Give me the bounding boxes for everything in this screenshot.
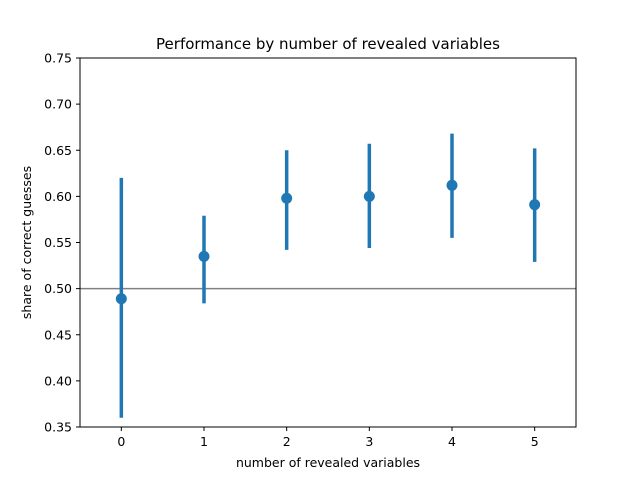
x-axis-label: number of revealed variables [236, 455, 420, 470]
x-tick-label: 5 [531, 434, 539, 449]
data-point [198, 250, 210, 262]
x-tick-label: 3 [365, 434, 373, 449]
data-point [446, 179, 458, 191]
y-tick-label: 0.65 [44, 143, 72, 158]
data-point [363, 190, 375, 202]
data-point [529, 199, 541, 211]
plot-area: 0.35 0.40 0.45 0.50 0.55 0.60 0.65 0.70 0.75 0 1 2 3… [44, 51, 576, 449]
data-point [115, 293, 127, 305]
y-axis-label: share of correct guesses [19, 166, 34, 319]
y-tick-label: 0.75 [44, 51, 72, 66]
y-tick-label: 0.45 [44, 327, 72, 342]
x-tick-label: 4 [448, 434, 456, 449]
x-tick-label: 0 [117, 434, 125, 449]
y-tick-label: 0.55 [44, 235, 72, 250]
y-tick-label: 0.50 [44, 281, 72, 296]
data-point [281, 192, 293, 204]
plot-frame [79, 57, 577, 428]
y-tick-label: 0.35 [44, 420, 72, 435]
x-tick-label: 1 [200, 434, 208, 449]
x-tick-label: 2 [283, 434, 291, 449]
chart-title: Performance by number of revealed variab… [156, 35, 500, 53]
y-tick-label: 0.70 [44, 97, 72, 112]
y-tick-label: 0.60 [44, 189, 72, 204]
y-tick-label: 0.40 [44, 373, 72, 388]
